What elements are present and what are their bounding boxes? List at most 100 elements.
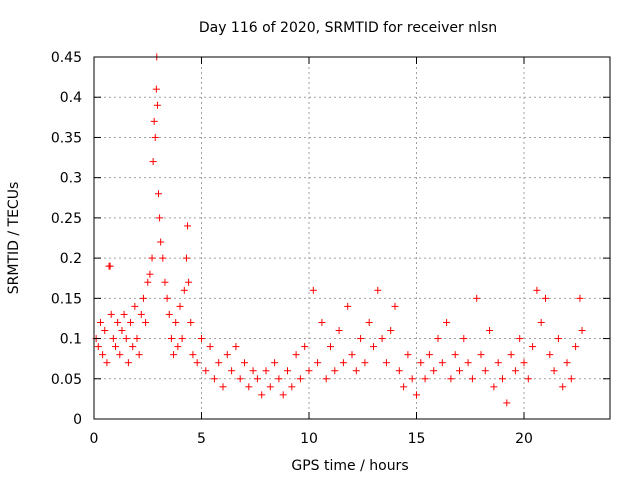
data-point — [258, 391, 266, 399]
data-point — [361, 359, 369, 367]
data-point — [400, 383, 408, 391]
data-point — [206, 343, 214, 351]
data-point — [107, 310, 115, 318]
data-point — [176, 302, 184, 310]
data-point — [156, 214, 164, 222]
data-point — [120, 310, 128, 318]
data-point — [266, 383, 274, 391]
chart-title: Day 116 of 2020, SRMTID for receiver nls… — [199, 20, 497, 36]
data-point — [152, 85, 160, 93]
data-point — [486, 327, 494, 335]
data-point — [245, 383, 253, 391]
data-point — [103, 359, 111, 367]
data-point — [456, 367, 463, 375]
data-point — [101, 327, 109, 335]
data-point — [236, 375, 244, 383]
data-point — [447, 375, 455, 383]
data-point — [301, 343, 309, 351]
data-point — [563, 359, 571, 367]
data-point — [494, 359, 502, 367]
data-point — [578, 327, 586, 335]
data-point — [146, 270, 154, 278]
data-point — [425, 351, 433, 359]
data-point — [507, 351, 515, 359]
data-point — [296, 375, 304, 383]
data-point — [443, 318, 451, 326]
data-point — [232, 343, 240, 351]
data-point — [503, 399, 511, 407]
data-point — [434, 335, 442, 343]
data-point — [99, 351, 107, 359]
data-point — [374, 286, 382, 294]
data-point — [344, 302, 352, 310]
data-point — [352, 367, 360, 375]
y-tick-label: 0.2 — [60, 251, 82, 267]
data-point — [249, 367, 257, 375]
data-point — [180, 286, 188, 294]
data-point — [309, 286, 317, 294]
data-point — [357, 335, 365, 343]
data-point — [279, 391, 287, 399]
data-point — [322, 375, 330, 383]
data-point — [106, 262, 114, 270]
data-point — [516, 335, 524, 343]
data-point — [542, 294, 549, 302]
y-tick-label: 0 — [73, 412, 82, 428]
data-point — [550, 367, 558, 375]
tick-labels: 0 0.05 0.1 0.15 0.2 0.25 0.3 0.35 0.4 0.45 0 5 10 15 2… — [51, 50, 533, 447]
data-point — [159, 254, 167, 262]
y-tick-label: 0.15 — [51, 291, 82, 307]
data-point — [133, 335, 141, 343]
data-point — [210, 375, 218, 383]
data-point — [172, 318, 180, 326]
x-tick-label: 0 — [90, 431, 99, 447]
data-point — [165, 310, 173, 318]
data-point — [524, 375, 532, 383]
data-point — [155, 190, 162, 198]
x-tick-label: 15 — [408, 431, 426, 447]
data-point — [365, 318, 373, 326]
data-point — [554, 335, 562, 343]
data-point — [178, 335, 186, 343]
data-point — [184, 222, 192, 230]
data-point — [464, 359, 472, 367]
data-point — [473, 294, 481, 302]
y-tick-label: 0.4 — [60, 90, 82, 106]
data-point — [533, 286, 541, 294]
data-point — [187, 318, 195, 326]
data-point — [438, 359, 446, 367]
x-axis-label: GPS time / hours — [291, 458, 408, 474]
data-point — [520, 359, 528, 367]
data-point — [490, 383, 498, 391]
data-point — [370, 343, 377, 351]
data-point — [185, 278, 193, 286]
data-point — [148, 254, 156, 262]
x-tick-label: 5 — [197, 431, 206, 447]
x-tick-label: 10 — [300, 431, 318, 447]
data-point — [537, 318, 545, 326]
data-point — [284, 367, 291, 375]
data-point — [348, 351, 356, 359]
data-point — [382, 359, 390, 367]
data-point — [314, 359, 322, 367]
data-point — [395, 367, 403, 375]
data-point — [219, 383, 227, 391]
data-point — [228, 367, 236, 375]
data-point — [94, 343, 102, 351]
data-point — [499, 375, 506, 383]
data-points — [92, 53, 586, 407]
data-point — [327, 343, 334, 351]
data-point — [271, 359, 279, 367]
data-point — [318, 318, 326, 326]
data-point — [144, 278, 152, 286]
data-point — [182, 254, 190, 262]
y-axis-label: SRMTID / TECUs — [6, 182, 22, 295]
data-point — [157, 238, 165, 246]
data-point — [339, 359, 347, 367]
data-point — [253, 375, 261, 383]
y-tick-label: 0.35 — [51, 130, 82, 146]
data-point — [153, 101, 161, 109]
data-point — [567, 375, 575, 383]
grid-layer — [94, 57, 610, 419]
data-point — [109, 335, 117, 343]
